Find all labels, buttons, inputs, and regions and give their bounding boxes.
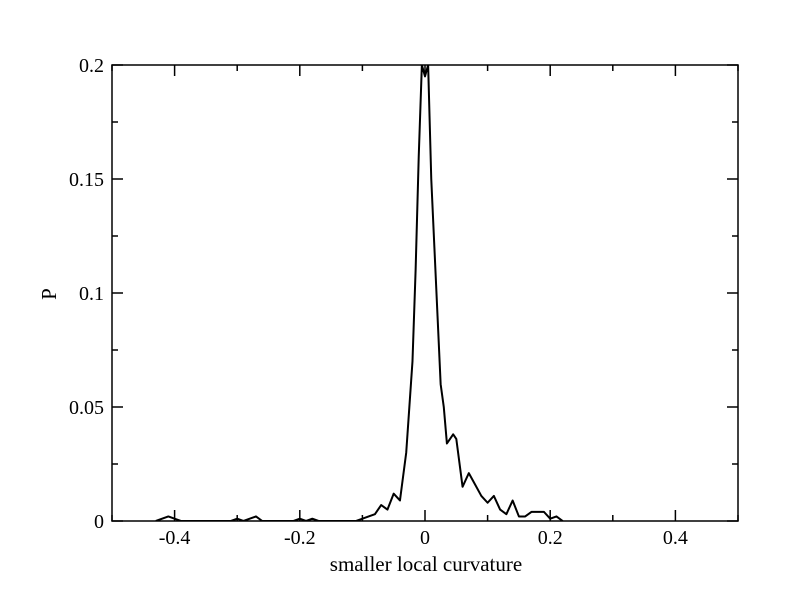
y-tick-label: 0.15 [69,169,104,191]
x-tick-label: 0 [420,527,430,549]
y-tick-label: 0.2 [79,55,104,77]
data-series-line-0 [155,65,564,521]
y-axis-title: P [37,288,61,300]
plot-frame [111,64,739,522]
y-tick-label: 0 [94,511,104,533]
x-tick-label: 0.2 [538,527,563,549]
x-tick-label: 0.4 [663,527,688,549]
x-tick-label: -0.2 [284,527,316,549]
y-tick-label: 0.1 [79,283,104,305]
plot-layer: -0.4 -0.2 0 0.2 0.4 0 0.05 0.1 0.15 0.2 [69,55,739,549]
x-axis-title: smaller local curvature [330,552,522,576]
y-tick-label: 0.05 [69,397,104,419]
x-tick-label: -0.4 [159,527,191,549]
